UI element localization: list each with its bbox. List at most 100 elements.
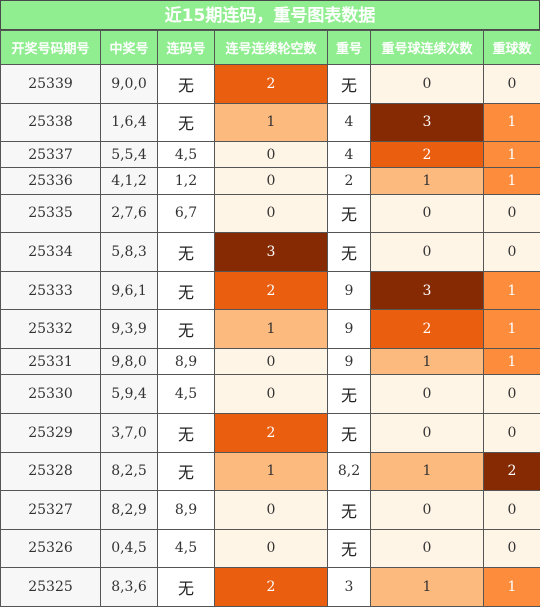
cell-consecutive-number: 无	[157, 232, 215, 272]
cell-consecutive-gap: 0	[214, 374, 328, 414]
header-repeat-run: 重号球连续次数	[370, 30, 484, 65]
cell-repeat-number: 4	[327, 102, 371, 143]
cell-issue: 25327	[0, 490, 101, 530]
cell-consecutive-number: 无	[157, 567, 215, 607]
cell-repeat-number: 无	[327, 412, 371, 453]
cell-repeat-run: 0	[370, 374, 484, 414]
cell-winning-number: 9,0,0	[100, 64, 158, 104]
cell-issue: 25339	[0, 64, 101, 104]
cell-winning-number: 3,7,0	[100, 412, 158, 453]
table-row: 25333 9,6,1 无 2 9 3 1	[0, 270, 540, 311]
table-row: 25332 9,3,9 无 1 9 2 1	[0, 309, 540, 350]
table-row: 25325 8,3,6 无 2 3 1 1	[0, 567, 540, 607]
cell-consecutive-number: 1,2	[157, 167, 215, 195]
cell-repeat-count: 0	[483, 64, 540, 104]
table-row: 25330 5,9,4 4,5 0 无 0 0	[0, 374, 540, 414]
cell-repeat-run: 0	[370, 232, 484, 272]
cell-issue: 25333	[0, 270, 101, 311]
cell-winning-number: 0,4,5	[100, 528, 158, 569]
cell-consecutive-number: 6,7	[157, 193, 215, 234]
table-row: 25326 0,4,5 4,5 0 无 0 0	[0, 528, 540, 569]
cell-consecutive-number: 无	[157, 102, 215, 143]
table-row: 25329 3,7,0 无 2 无 0 0	[0, 412, 540, 453]
cell-consecutive-gap: 1	[214, 102, 328, 143]
page-title: 近15期连码，重号图表数据	[0, 0, 540, 30]
cell-repeat-run: 3	[370, 270, 484, 311]
header-repeat-count: 重球数	[483, 30, 540, 65]
cell-repeat-run: 2	[370, 309, 484, 350]
table-row: 25328 8,2,5 无 1 8,2 1 2	[0, 451, 540, 492]
cell-issue: 25334	[0, 232, 101, 272]
cell-consecutive-gap: 0	[214, 348, 328, 376]
cell-consecutive-gap: 1	[214, 451, 328, 492]
cell-consecutive-gap: 0	[214, 141, 328, 169]
data-table: 开奖号码期号 中奖号 连码号 连号连续轮空数 重号 重号球连续次数 重球数 25…	[0, 30, 540, 607]
table-row: 25339 9,0,0 无 2 无 0 0	[0, 64, 540, 104]
cell-repeat-number: 无	[327, 64, 371, 104]
cell-repeat-number: 9	[327, 270, 371, 311]
cell-consecutive-gap: 2	[214, 567, 328, 607]
cell-consecutive-number: 8,9	[157, 348, 215, 376]
cell-winning-number: 9,8,0	[100, 348, 158, 376]
cell-consecutive-number: 4,5	[157, 141, 215, 169]
cell-winning-number: 8,2,9	[100, 490, 158, 530]
cell-repeat-number: 无	[327, 528, 371, 569]
cell-repeat-number: 4	[327, 141, 371, 169]
cell-repeat-number: 2	[327, 167, 371, 195]
header-issue: 开奖号码期号	[0, 30, 101, 65]
cell-issue: 25330	[0, 374, 101, 414]
cell-consecutive-gap: 1	[214, 309, 328, 350]
cell-winning-number: 9,3,9	[100, 309, 158, 350]
cell-issue: 25338	[0, 102, 101, 143]
cell-consecutive-number: 8,9	[157, 490, 215, 530]
cell-repeat-count: 0	[483, 193, 540, 234]
cell-repeat-count: 0	[483, 374, 540, 414]
cell-winning-number: 5,5,4	[100, 141, 158, 169]
cell-consecutive-gap: 2	[214, 64, 328, 104]
cell-issue: 25325	[0, 567, 101, 607]
cell-repeat-number: 无	[327, 374, 371, 414]
cell-repeat-run: 0	[370, 193, 484, 234]
table-row: 25334 5,8,3 无 3 无 0 0	[0, 232, 540, 272]
cell-repeat-run: 0	[370, 412, 484, 453]
cell-repeat-count: 1	[483, 309, 540, 350]
cell-repeat-count: 0	[483, 412, 540, 453]
cell-consecutive-gap: 0	[214, 193, 328, 234]
cell-repeat-run: 0	[370, 64, 484, 104]
cell-repeat-number: 无	[327, 490, 371, 530]
cell-repeat-number: 9	[327, 309, 371, 350]
cell-repeat-run: 1	[370, 167, 484, 195]
header-row: 开奖号码期号 中奖号 连码号 连号连续轮空数 重号 重号球连续次数 重球数	[0, 30, 540, 65]
cell-consecutive-number: 无	[157, 451, 215, 492]
cell-repeat-run: 2	[370, 141, 484, 169]
cell-repeat-count: 2	[483, 451, 540, 492]
header-consecutive-number: 连码号	[157, 30, 215, 65]
cell-repeat-count: 1	[483, 141, 540, 169]
cell-winning-number: 9,6,1	[100, 270, 158, 311]
cell-repeat-run: 0	[370, 528, 484, 569]
table-row: 25335 2,7,6 6,7 0 无 0 0	[0, 193, 540, 234]
cell-repeat-count: 1	[483, 102, 540, 143]
cell-repeat-run: 1	[370, 567, 484, 607]
header-consecutive-gap: 连号连续轮空数	[214, 30, 328, 65]
cell-repeat-run: 1	[370, 451, 484, 492]
cell-winning-number: 2,7,6	[100, 193, 158, 234]
cell-winning-number: 5,8,3	[100, 232, 158, 272]
cell-issue: 25329	[0, 412, 101, 453]
header-repeat-number: 重号	[327, 30, 371, 65]
cell-issue: 25336	[0, 167, 101, 195]
table-row: 25331 9,8,0 8,9 0 9 1 1	[0, 348, 540, 376]
header-winning-number: 中奖号	[100, 30, 158, 65]
cell-repeat-count: 0	[483, 490, 540, 530]
cell-issue: 25337	[0, 141, 101, 169]
table-row: 25338 1,6,4 无 1 4 3 1	[0, 102, 540, 143]
cell-consecutive-gap: 2	[214, 270, 328, 311]
cell-consecutive-gap: 0	[214, 167, 328, 195]
cell-consecutive-gap: 3	[214, 232, 328, 272]
cell-consecutive-number: 4,5	[157, 374, 215, 414]
cell-repeat-count: 1	[483, 348, 540, 376]
cell-consecutive-gap: 0	[214, 528, 328, 569]
cell-repeat-run: 3	[370, 102, 484, 143]
cell-consecutive-number: 无	[157, 270, 215, 311]
